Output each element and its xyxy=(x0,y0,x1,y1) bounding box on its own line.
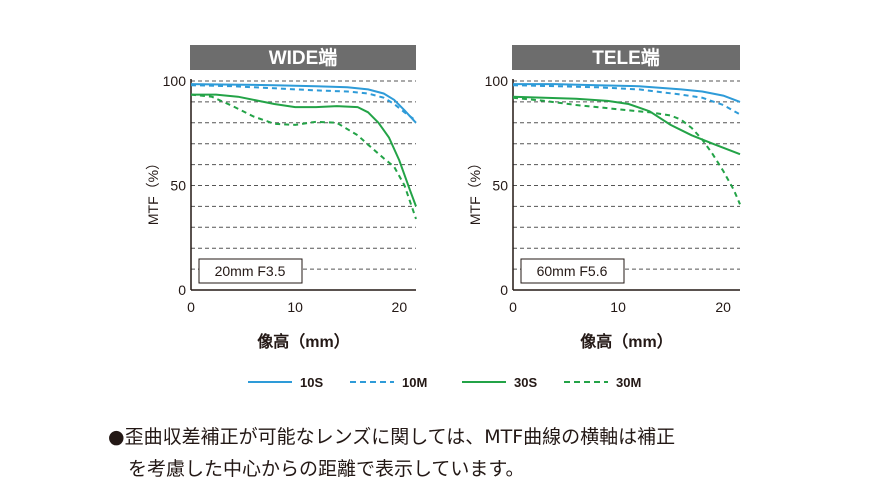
p2-annotation-box xyxy=(520,258,625,284)
p2-annotation: 60mm F5.6 xyxy=(537,263,608,279)
p1-series-10s xyxy=(190,83,417,124)
p2-x-tick-label: 0 xyxy=(509,299,517,315)
p1-x-axis-label: 像高（mm） xyxy=(257,332,349,351)
p2-y-axis-label: MTF（%） xyxy=(467,156,483,225)
p2-x-tick-label: 10 xyxy=(610,299,626,315)
p1-title: WIDE端 xyxy=(269,46,338,69)
p2-series-30m xyxy=(512,96,741,205)
legend-label-10s: 10S xyxy=(300,375,323,390)
p1-y-tick-label: 100 xyxy=(163,73,187,89)
p1-series-10m xyxy=(190,84,417,122)
p1-annotation: 20mm F3.5 xyxy=(215,263,286,279)
p1-series-30m xyxy=(190,93,417,220)
note-line-1: ●歪曲収差補正が可能なレンズに関しては、MTF曲線の横軸は補正 xyxy=(108,426,676,448)
p1-x-tick-label: 10 xyxy=(287,299,303,315)
p1-x-tick-label: 0 xyxy=(187,299,195,315)
p1-y-tick-label: 50 xyxy=(170,178,186,194)
p2-y-tick-label: 0 xyxy=(500,282,508,298)
p1-y-axis-label: MTF（%） xyxy=(145,156,161,225)
p1-series-30s xyxy=(191,93,417,207)
p1-y-tick-label: 0 xyxy=(178,282,186,298)
p1-annotation-box xyxy=(198,258,303,284)
p2-x-axis-label: 像高（mm） xyxy=(580,332,672,351)
legend-label-10m: 10M xyxy=(402,375,427,390)
p1-x-tick-label: 20 xyxy=(392,299,408,315)
p2-series-10m xyxy=(512,84,741,116)
p2-title-bar xyxy=(512,45,740,70)
p1-title-bar xyxy=(190,45,416,70)
p2-series-10s xyxy=(513,83,741,103)
note-line-2: を考慮した中心からの距離で表示しています。 xyxy=(128,458,525,480)
legend-label-30m: 30M xyxy=(616,375,641,390)
legend-label-30s: 30S xyxy=(514,375,537,390)
p2-y-tick-label: 100 xyxy=(485,73,509,89)
p2-title: TELE端 xyxy=(592,46,660,69)
p2-y-tick-label: 50 xyxy=(492,178,508,194)
p2-series-30s xyxy=(512,95,741,156)
p2-x-tick-label: 20 xyxy=(715,299,731,315)
